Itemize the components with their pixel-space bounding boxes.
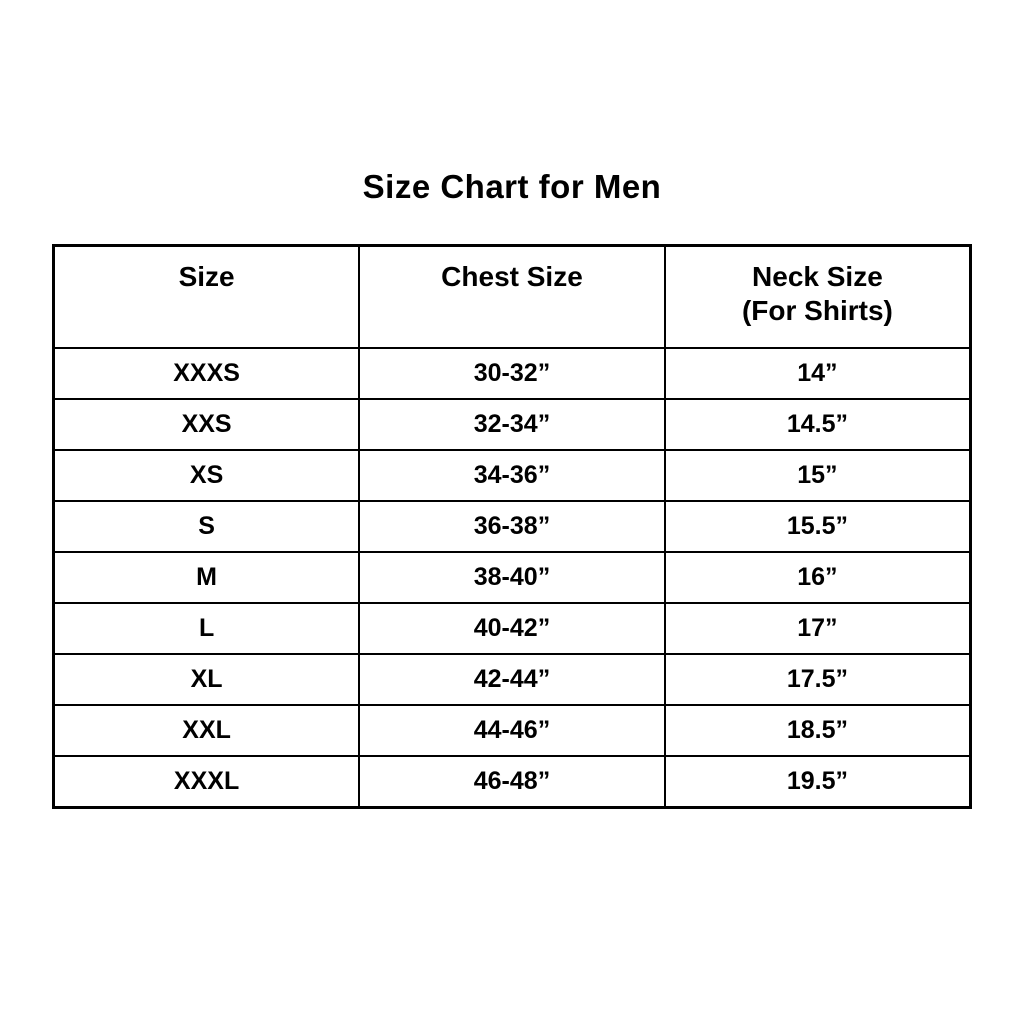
chest-cell: 44-46” <box>358 704 666 757</box>
neck-cell: 18.5” <box>663 704 972 757</box>
column-header-neck-size: Neck Size (For Shirts) <box>663 244 972 349</box>
table-body: XXXS 30-32” 14” XXS 32-34” 14.5” XS 34-3… <box>52 347 972 809</box>
page-title: Size Chart for Men <box>362 168 662 205</box>
size-cell: XXXL <box>52 755 361 809</box>
size-chart-table: Size Chest Size Neck Size (For Shirts) X… <box>52 244 972 809</box>
table-row: XXXS 30-32” 14” <box>52 347 972 400</box>
table-row: S 36-38” 15.5” <box>52 500 972 553</box>
neck-cell: 19.5” <box>663 755 972 809</box>
column-header-label: Neck Size <box>752 261 883 292</box>
table-row: XXL 44-46” 18.5” <box>52 704 972 757</box>
neck-cell: 17.5” <box>663 653 972 706</box>
chest-cell: 46-48” <box>358 755 666 809</box>
size-cell: M <box>52 551 361 604</box>
size-cell: XL <box>52 653 361 706</box>
table-header-row: Size Chest Size Neck Size (For Shirts) <box>52 244 972 349</box>
chest-cell: 36-38” <box>358 500 666 553</box>
chest-cell: 30-32” <box>358 347 666 400</box>
size-cell: XS <box>52 449 361 502</box>
column-header-sublabel: (For Shirts) <box>741 295 893 326</box>
column-header-label: Size <box>178 261 235 292</box>
chest-cell: 40-42” <box>358 602 666 655</box>
neck-cell: 16” <box>663 551 972 604</box>
table-row: L 40-42” 17” <box>52 602 972 655</box>
neck-cell: 15.5” <box>663 500 972 553</box>
size-cell: XXL <box>52 704 361 757</box>
column-header-chest-size: Chest Size <box>358 244 666 349</box>
table-row: M 38-40” 16” <box>52 551 972 604</box>
size-cell: XXS <box>52 398 361 451</box>
table-row: XL 42-44” 17.5” <box>52 653 972 706</box>
neck-cell: 14” <box>663 347 972 400</box>
chest-cell: 34-36” <box>358 449 666 502</box>
neck-cell: 15” <box>663 449 972 502</box>
size-cell: XXXS <box>52 347 361 400</box>
table-header: Size Chest Size Neck Size (For Shirts) <box>52 244 972 349</box>
neck-cell: 17” <box>663 602 972 655</box>
table-row: XS 34-36” 15” <box>52 449 972 502</box>
table-row: XXXL 46-48” 19.5” <box>52 755 972 809</box>
column-header-size: Size <box>52 244 361 349</box>
chest-cell: 38-40” <box>358 551 666 604</box>
table-row: XXS 32-34” 14.5” <box>52 398 972 451</box>
chest-cell: 42-44” <box>358 653 666 706</box>
column-header-label: Chest Size <box>441 261 583 292</box>
size-cell: S <box>52 500 361 553</box>
chest-cell: 32-34” <box>358 398 666 451</box>
neck-cell: 14.5” <box>663 398 972 451</box>
size-cell: L <box>52 602 361 655</box>
